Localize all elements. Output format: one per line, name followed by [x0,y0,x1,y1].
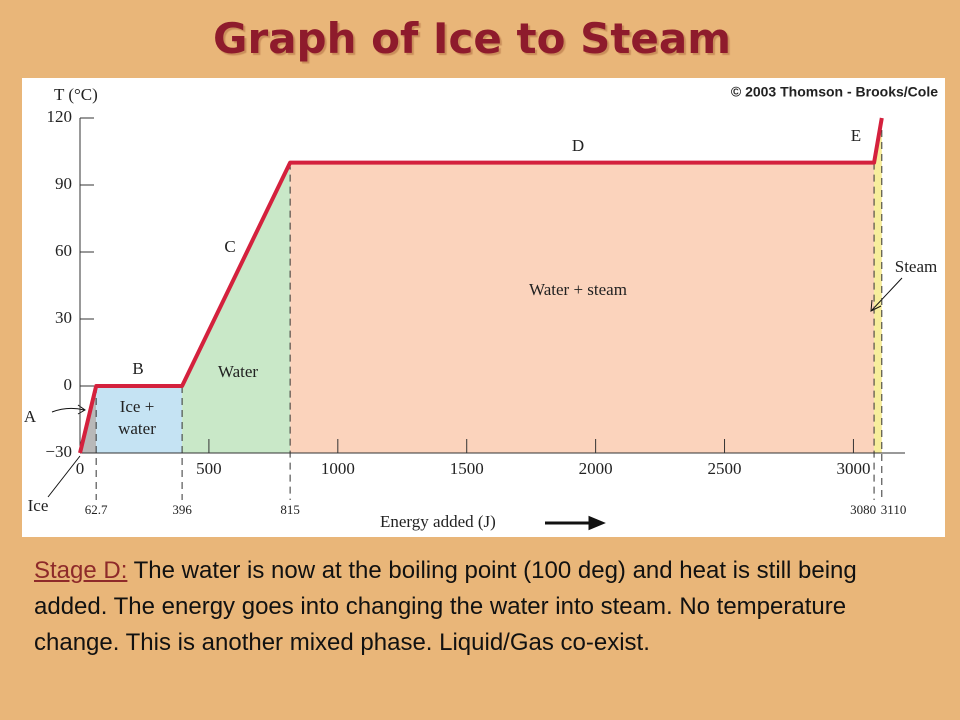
x-tick-label: 500 [196,459,222,478]
credit: © 2003 Thomson - Brooks/Cole [731,84,938,100]
segment-label: D [572,136,584,155]
y-tick-label: 60 [55,241,72,260]
energy-label: 396 [172,502,192,517]
phase-region [874,118,882,453]
chart: T (°C) © 2003 Thomson - Brooks/Cole Ener… [22,78,945,537]
energy-label: 3080 [850,502,876,517]
energy-label: 62.7 [85,502,108,517]
region-label: Ice [28,496,49,515]
caption-text: The water is now at the boiling point (1… [34,557,857,656]
x-tick-label: 1000 [321,459,355,478]
y-axis-title: T (°C) [54,85,98,104]
energy-label: 3110 [881,502,907,517]
segment-label: E [851,126,861,145]
caption: Stage D: The water is now at the boiling… [34,553,894,661]
x-tick-label: 2500 [708,459,742,478]
x-axis-title: Energy added (J) [380,512,496,531]
y-tick-label: 120 [47,107,73,126]
y-tick-label: 30 [55,308,72,327]
segment-label: A [24,407,37,426]
x-tick-label: 0 [76,459,85,478]
region-label: water [118,419,156,438]
segment-label: B [132,359,143,378]
energy-label: 815 [280,502,300,517]
heating-curve [78,117,884,454]
y-tick-label: 0 [64,375,73,394]
segment-label: C [224,237,235,256]
region-label: Water [218,362,258,381]
region-label: Ice + [120,397,155,416]
x-tick-label: 1500 [450,459,484,478]
caption-label: Stage D: [34,557,128,584]
phase-region [96,386,183,453]
region-label: Steam [895,257,938,276]
phase-region [182,162,291,453]
y-tick-label: −30 [45,442,72,461]
slide-title: Graph of Ice to Steam [213,14,731,63]
x-tick-label: 2000 [579,459,613,478]
region-label: Water + steam [529,280,627,299]
phase-region [290,162,875,453]
pointer [47,455,81,498]
y-tick-label: 90 [55,174,72,193]
arrow [545,515,606,531]
x-tick-label: 3000 [836,459,870,478]
arrow [870,277,903,312]
